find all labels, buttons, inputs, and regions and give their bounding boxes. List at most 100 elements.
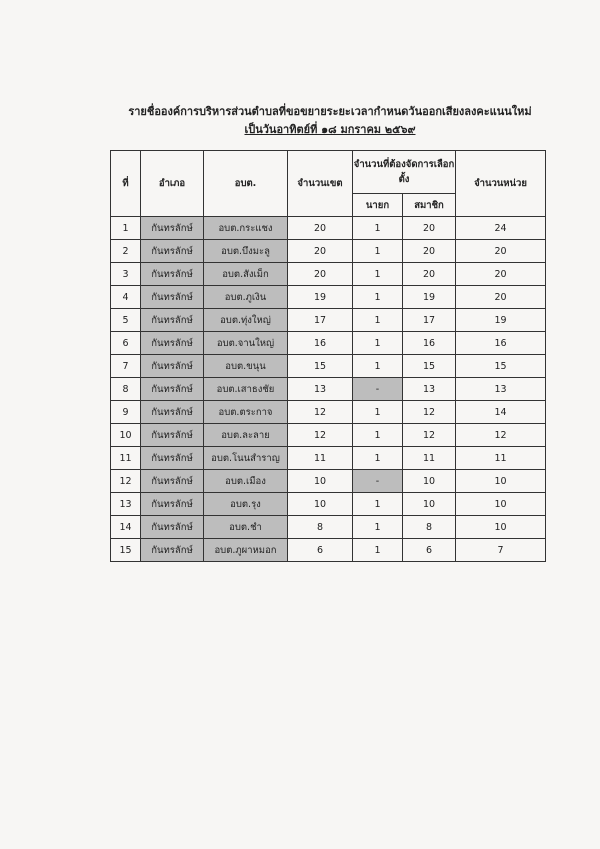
table-cell: 11: [455, 446, 547, 470]
table-cell: กันทรลักษ์: [140, 469, 204, 493]
table-cell: 7: [455, 538, 547, 562]
table-cell: อบต.ขนุน: [203, 354, 288, 378]
table-cell: อบต.จานใหญ่: [203, 331, 288, 355]
table-cell: 10: [401, 469, 457, 493]
table-cell: 7: [110, 354, 141, 378]
table-cell: กันทรลักษ์: [140, 354, 204, 378]
table-cell: กันทรลักษ์: [140, 262, 204, 286]
table-cell: 1: [352, 239, 403, 263]
table-row: 9 กันทรลักษ์ อบต.ตระกาจ 12 1 12 14: [110, 400, 547, 424]
table-cell: กันทรลักษ์: [140, 446, 204, 470]
table-cell: 1: [352, 308, 403, 332]
table-cell: 10: [401, 492, 457, 516]
table-cell: 10: [455, 492, 547, 516]
header-row: ที่ อำเภอ อบต. จำนวนเขต จำนวนที่ต้องจัดก…: [110, 150, 547, 217]
table-body: 1 กันทรลักษ์ อบต.กระแชง 20 1 20 24 2 กันทรลักษ์อ…: [110, 216, 547, 562]
table-cell: 12: [401, 400, 457, 424]
table-cell: 4: [110, 285, 141, 309]
table-row: 15 กันทรลักษ์ อบต.ภูผาหมอก 6 1 6 7: [110, 538, 547, 562]
table-cell: กันทรลักษ์: [140, 331, 204, 355]
table-cell: 1: [110, 216, 141, 240]
table-cell: อบต.ภูเงิน: [203, 285, 288, 309]
table-cell: 12: [455, 423, 547, 447]
table-cell: กันทรลักษ์: [140, 308, 204, 332]
table-cell: อบต.กระแชง: [203, 216, 288, 240]
table: ที่ อำเภอ อบต. จำนวนเขต จำนวนที่ต้องจัดก…: [110, 150, 547, 562]
table-cell: 19: [287, 285, 353, 309]
table-cell: 12: [287, 400, 353, 424]
table-cell: 1: [352, 423, 403, 447]
table-row: 7 กันทรลักษ์ อบต.ขนุน 15 1 15 15: [110, 354, 547, 378]
subtitle-line: เป็นวันอาทิตย์ที่ ๑๘ มกราคม ๒๕๖๙: [0, 120, 600, 138]
table-cell: 6: [287, 538, 353, 562]
table-cell: อบต.โนนสำราญ: [203, 446, 288, 470]
table-cell: 14: [455, 400, 547, 424]
table-cell: 19: [455, 308, 547, 332]
subheader-cell: นายก: [352, 193, 403, 217]
table-cell: 15: [455, 354, 547, 378]
table-cell: 11: [287, 446, 353, 470]
table-row: 14 กันทรลักษ์ อบต.ชำ 8 1 8 10: [110, 515, 547, 539]
table-cell: 10: [110, 423, 141, 447]
table-cell: 10: [455, 515, 547, 539]
table-cell: 1: [352, 446, 403, 470]
table-cell: 3: [110, 262, 141, 286]
table-cell: 12: [110, 469, 141, 493]
table-cell: กันทรลักษ์: [140, 216, 204, 240]
table-row: 5 กันทรลักษ์ อบต.ทุ่งใหญ่ 17 1 17 19: [110, 308, 547, 332]
table-row: 4 กันทรลักษ์ อบต.ภูเงิน 19 1 19 20: [110, 285, 547, 309]
header-cell: ที่: [110, 150, 141, 217]
table-cell: 20: [455, 262, 547, 286]
table-cell: 1: [352, 354, 403, 378]
table-cell: 10: [287, 469, 353, 493]
table-cell: 24: [455, 216, 547, 240]
table-row: 1 กันทรลักษ์ อบต.กระแชง 20 1 20 24: [110, 216, 547, 240]
table-cell: 15: [401, 354, 457, 378]
table-cell: -: [352, 377, 403, 401]
header-cell: จำนวนเขต: [287, 150, 353, 217]
table-cell: กันทรลักษ์: [140, 285, 204, 309]
header-cell: จำนวนที่ต้องจัดการเลือกตั้ง: [351, 150, 457, 194]
table-cell: 1: [352, 285, 403, 309]
table-cell: อบต.ภูผาหมอก: [203, 538, 288, 562]
table-cell: กันทรลักษ์: [140, 492, 204, 516]
table-cell: อบต.ละลาย: [203, 423, 288, 447]
table-cell: 13: [110, 492, 141, 516]
table-cell: กันทรลักษ์: [140, 239, 204, 263]
table-cell: 1: [352, 538, 403, 562]
table-cell: 12: [287, 423, 353, 447]
table-cell: อบต.ชำ: [203, 515, 288, 539]
table-cell: 10: [455, 469, 547, 493]
table-cell: 11: [110, 446, 141, 470]
table-cell: อบต.รุง: [203, 492, 288, 516]
table-cell: อบต.สังเม็ก: [203, 262, 288, 286]
table-row: 11 กันทรลักษ์ อบต.โนนสำราญ 11 1 11 11: [110, 446, 547, 470]
table-row: 6 กันทรลักษ์ อบต.จานใหญ่ 16 1 16 16: [110, 331, 547, 355]
table-row: 2 กันทรลักษ์ อบต.บึงมะลู 20 1 20 20: [110, 239, 547, 263]
subheader-cell: สมาชิก: [401, 193, 457, 217]
table-cell: อบต.เสาธงชัย: [203, 377, 288, 401]
table-cell: 20: [287, 216, 353, 240]
table-cell: 20: [401, 239, 457, 263]
table-cell: กันทรลักษ์: [140, 377, 204, 401]
table-cell: 1: [352, 400, 403, 424]
table-cell: 12: [401, 423, 457, 447]
table-cell: 16: [401, 331, 457, 355]
table-cell: 16: [455, 331, 547, 355]
table-cell: อบต.ทุ่งใหญ่: [203, 308, 288, 332]
table-cell: 20: [287, 262, 353, 286]
table-cell: 13: [455, 377, 547, 401]
table-cell: 20: [455, 239, 547, 263]
table-cell: 11: [401, 446, 457, 470]
table-cell: 6: [110, 331, 141, 355]
table-row: 13 กันทรลักษ์ อบต.รุง 10 1 10 10: [110, 492, 547, 516]
table-cell: 15: [110, 538, 141, 562]
table-row: 12 กันทรลักษ์ อบต.เมือง 10-10 10: [110, 469, 547, 493]
table-cell: 1: [352, 216, 403, 240]
table-cell: -: [352, 469, 403, 493]
table-cell: 9: [110, 400, 141, 424]
table-row: 3 กันทรลักษ์ อบต.สังเม็ก 20 1 20 20: [110, 262, 547, 286]
table-cell: 2: [110, 239, 141, 263]
table-cell: 15: [287, 354, 353, 378]
